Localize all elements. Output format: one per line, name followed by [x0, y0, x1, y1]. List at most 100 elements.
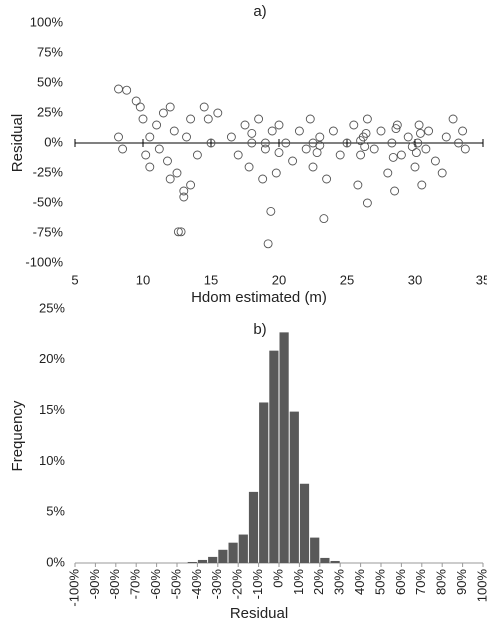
x-tick-label: 20% [311, 569, 326, 595]
point [145, 132, 155, 142]
x-tick-label: 25 [340, 272, 354, 287]
y-tick-label: -75% [33, 224, 64, 239]
point [271, 168, 281, 178]
point [274, 148, 284, 158]
point [430, 156, 440, 166]
point [362, 114, 372, 124]
point [172, 168, 182, 178]
point [315, 140, 325, 150]
y-axis-label: Frequency [9, 400, 26, 471]
point [391, 124, 401, 134]
point [203, 114, 213, 124]
point [460, 144, 470, 154]
point [260, 144, 270, 154]
point [213, 108, 223, 118]
point [315, 132, 325, 142]
y-tick-label: 15% [39, 402, 65, 417]
point [319, 214, 329, 224]
x-tick-label: 40% [352, 569, 367, 595]
bar [248, 491, 259, 563]
point [360, 142, 370, 152]
point [388, 152, 398, 162]
y-tick-label: 100% [30, 14, 64, 29]
point [226, 132, 236, 142]
x-tick-label: 20 [272, 272, 286, 287]
x-tick-label: 10% [291, 569, 306, 595]
x-tick-label: -100% [66, 569, 81, 607]
point [362, 198, 372, 208]
point [233, 150, 243, 160]
point [186, 180, 196, 190]
x-tick-label: 35 [476, 272, 487, 287]
x-tick-label: -90% [87, 569, 102, 600]
point [417, 180, 427, 190]
point [163, 156, 172, 166]
point [114, 84, 123, 94]
point [240, 120, 250, 130]
bar [299, 483, 310, 563]
point [247, 138, 257, 148]
point [328, 126, 338, 136]
point [441, 132, 451, 142]
point [266, 206, 276, 216]
point [258, 174, 268, 184]
point [415, 128, 425, 138]
point [263, 239, 273, 249]
point [383, 168, 393, 178]
point [173, 227, 183, 237]
bar [310, 537, 320, 563]
x-tick-label: -30% [209, 569, 224, 600]
point [424, 126, 434, 136]
panel-title: a) [253, 3, 266, 20]
point [308, 138, 318, 148]
bar [238, 534, 248, 563]
x-tick-label: -80% [107, 569, 122, 600]
point [335, 150, 345, 160]
y-axis-label: Residual [9, 114, 26, 172]
point [154, 144, 164, 154]
x-tick-label: -40% [189, 569, 204, 600]
x-tick-label: 30% [332, 569, 347, 595]
bar [228, 542, 238, 563]
x-tick-label: 70% [413, 569, 428, 595]
point [288, 156, 298, 166]
point [376, 126, 386, 136]
y-tick-label: -50% [33, 194, 64, 209]
point [356, 150, 366, 160]
point [361, 128, 371, 138]
point [169, 126, 179, 136]
point [138, 114, 148, 124]
x-tick-label: 0% [270, 569, 285, 588]
point [176, 227, 186, 237]
point [448, 114, 458, 124]
point [267, 126, 277, 136]
point [349, 120, 359, 130]
point [206, 138, 216, 148]
x-tick-label: -20% [230, 569, 245, 600]
y-tick-label: -25% [33, 164, 64, 179]
point [122, 85, 132, 95]
x-axis-label: Residual [230, 605, 288, 622]
point [281, 138, 291, 148]
point [294, 126, 304, 136]
point [135, 102, 145, 112]
x-tick-label: -70% [128, 569, 143, 600]
bar [218, 549, 228, 563]
point [342, 138, 352, 148]
bar [289, 411, 299, 563]
bar [208, 556, 218, 563]
point [199, 102, 209, 112]
point [145, 162, 155, 172]
point [305, 114, 315, 124]
point [182, 132, 191, 142]
point [396, 150, 406, 160]
point [141, 150, 151, 160]
point [165, 174, 175, 184]
point [118, 144, 128, 154]
point [369, 144, 379, 154]
y-tick-label: 25% [37, 104, 63, 119]
y-tick-label: 50% [37, 74, 63, 89]
point [301, 144, 311, 154]
x-tick-label: 15 [204, 272, 218, 287]
point [414, 120, 424, 130]
